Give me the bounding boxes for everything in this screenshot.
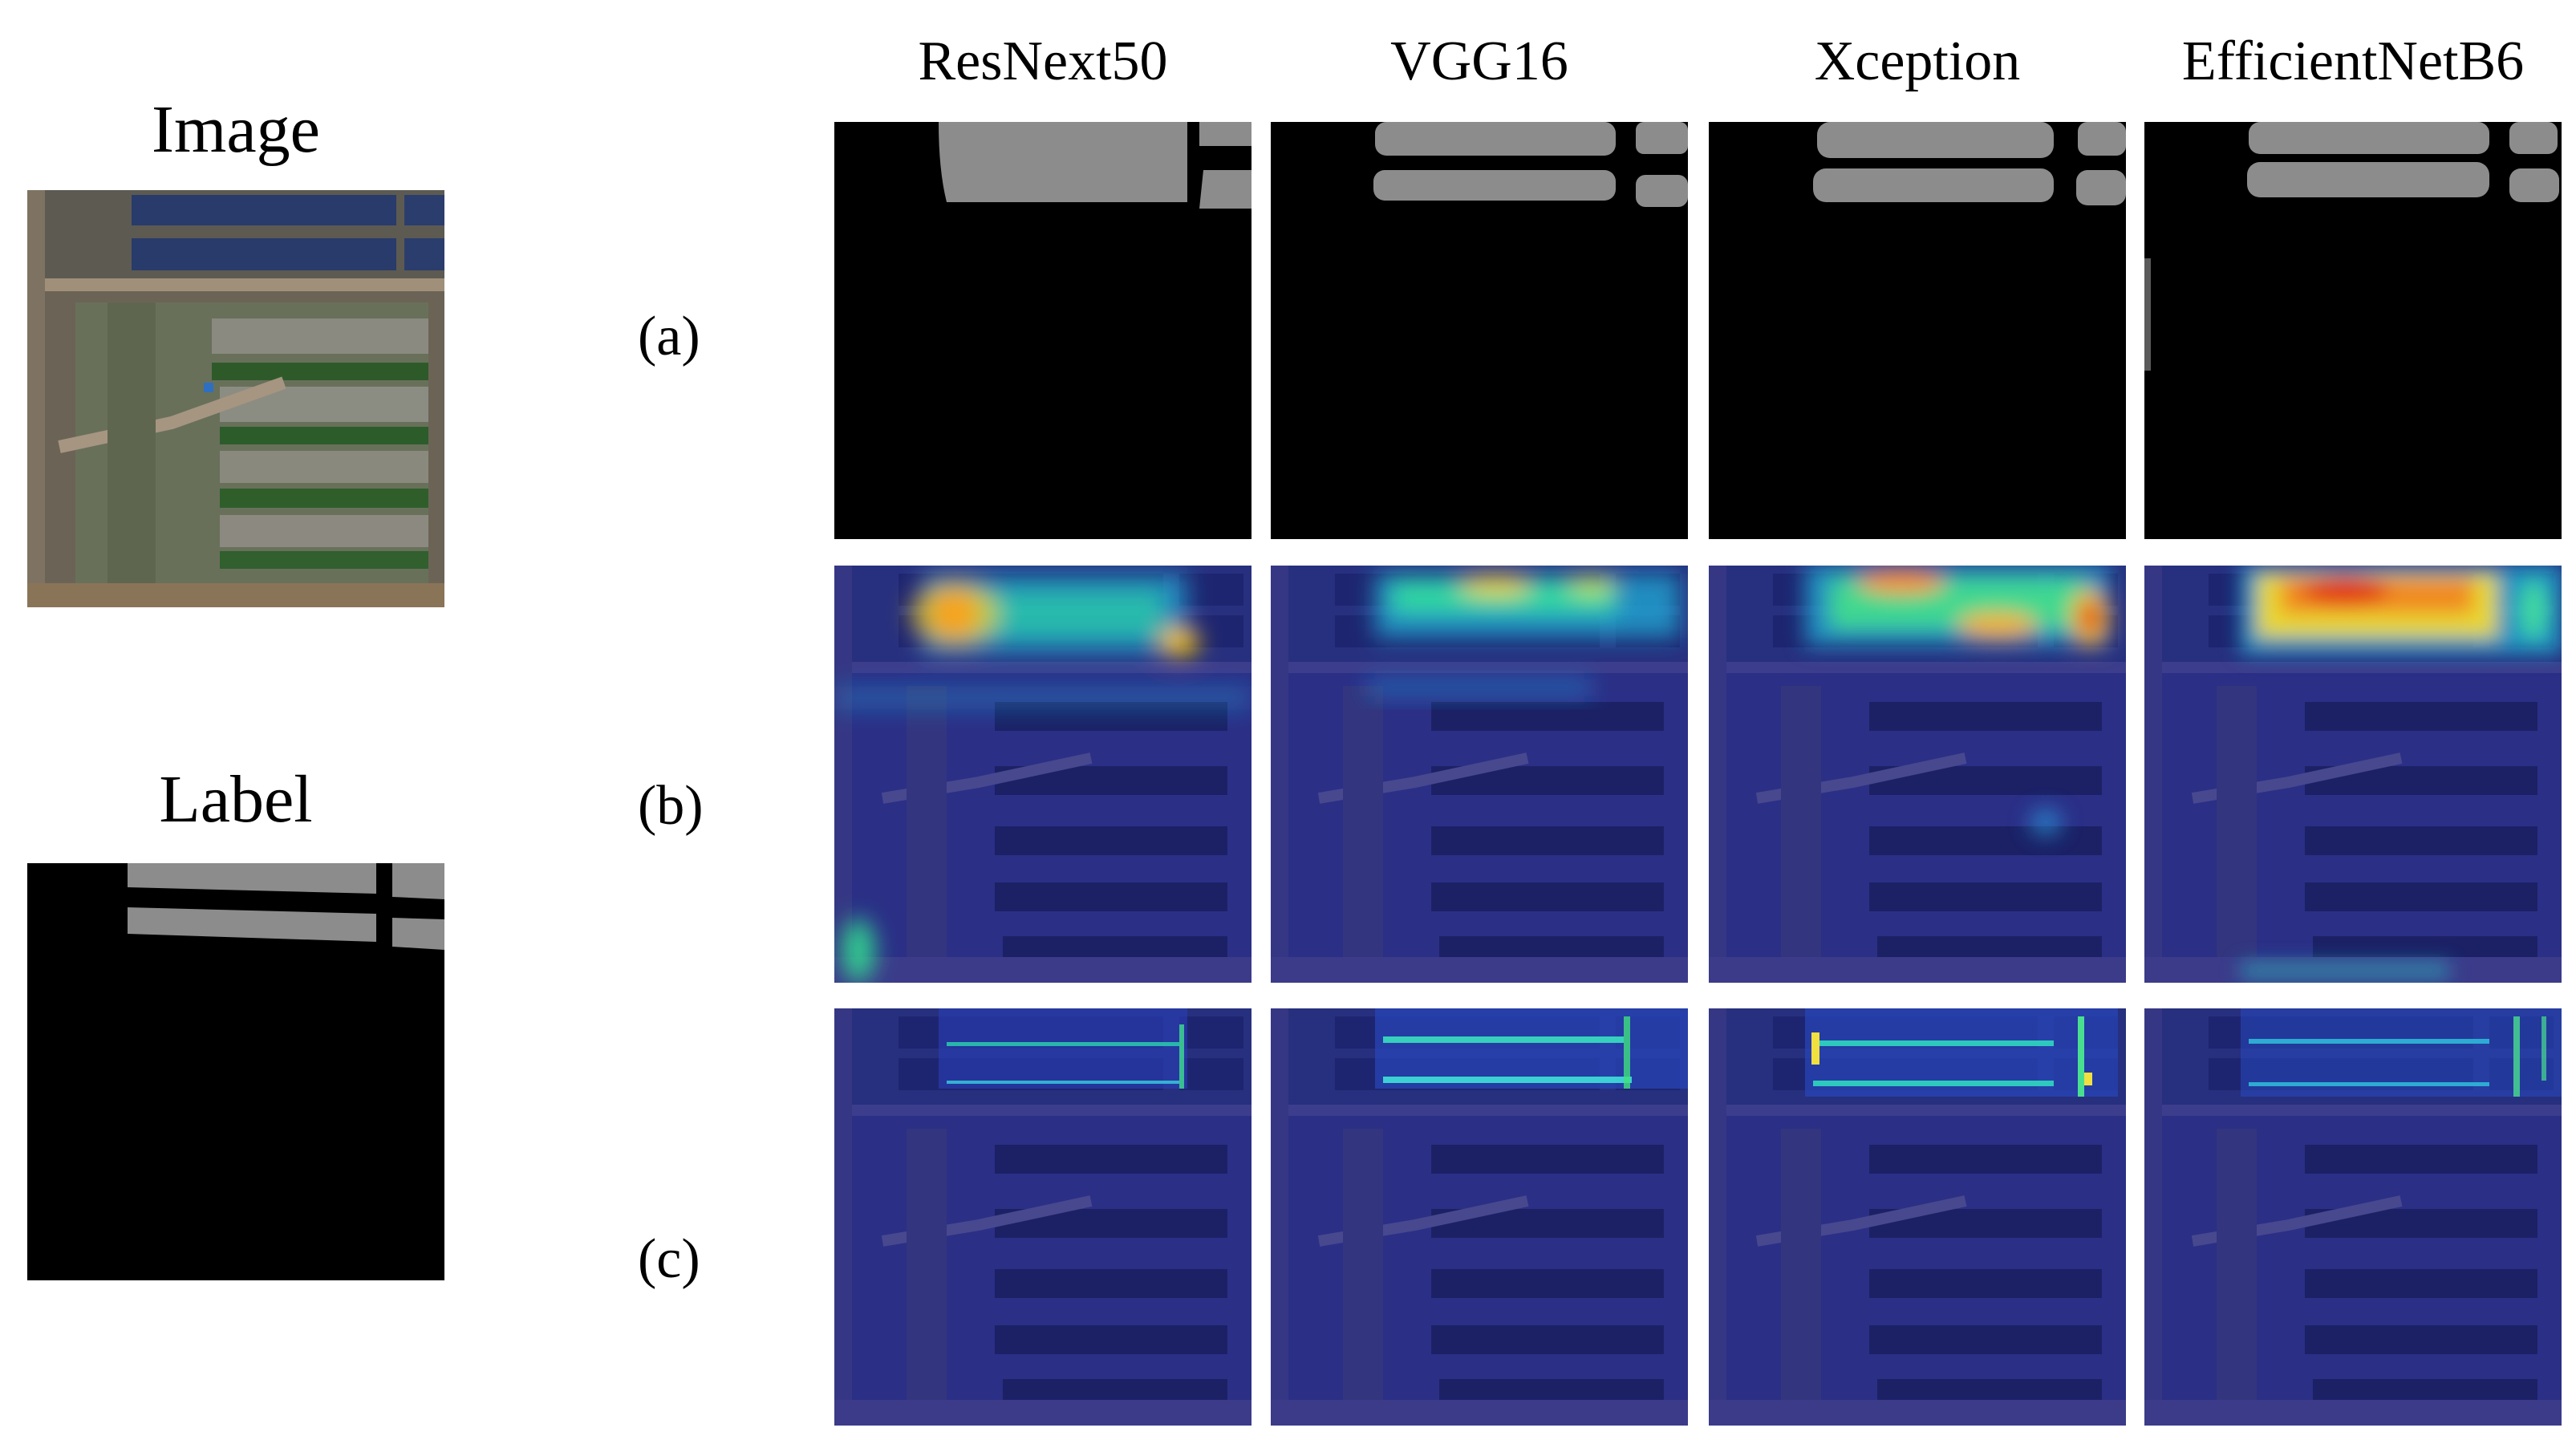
mask-efficientnetb6 bbox=[2144, 122, 2562, 539]
label-title: Label bbox=[159, 762, 313, 837]
ground-truth-label-panel bbox=[27, 863, 444, 1280]
col-title-vgg16: VGG16 bbox=[1390, 30, 1568, 92]
aerial-photo bbox=[27, 190, 444, 607]
heatmap-guided-resnext50 bbox=[834, 1008, 1251, 1426]
heatmap-guided-vgg16 bbox=[1271, 1008, 1688, 1426]
mask-xception bbox=[1709, 122, 2126, 539]
col-title-efficientnetb6: EfficientNetB6 bbox=[2181, 30, 2525, 92]
image-title: Image bbox=[152, 92, 320, 167]
row-label-a: (a) bbox=[638, 306, 700, 367]
label-mask bbox=[27, 863, 444, 1280]
mask-resnext50 bbox=[834, 122, 1251, 539]
heatmap-guided-xception bbox=[1709, 1008, 2126, 1426]
row-label-b: (b) bbox=[638, 775, 704, 837]
col-title-xception: Xception bbox=[1814, 30, 2021, 92]
mask-vgg16 bbox=[1271, 122, 1688, 539]
col-title-resnext50: ResNext50 bbox=[918, 30, 1168, 92]
heatmap-cam-efficientnetb6 bbox=[2144, 566, 2562, 983]
heatmap-cam-xception bbox=[1709, 566, 2126, 983]
heatmap-cam-resnext50 bbox=[834, 566, 1251, 983]
heatmap-guided-efficientnetb6 bbox=[2144, 1008, 2562, 1426]
heatmap-cam-vgg16 bbox=[1271, 566, 1688, 983]
row-label-c: (c) bbox=[638, 1228, 700, 1290]
input-image-panel bbox=[27, 190, 444, 607]
